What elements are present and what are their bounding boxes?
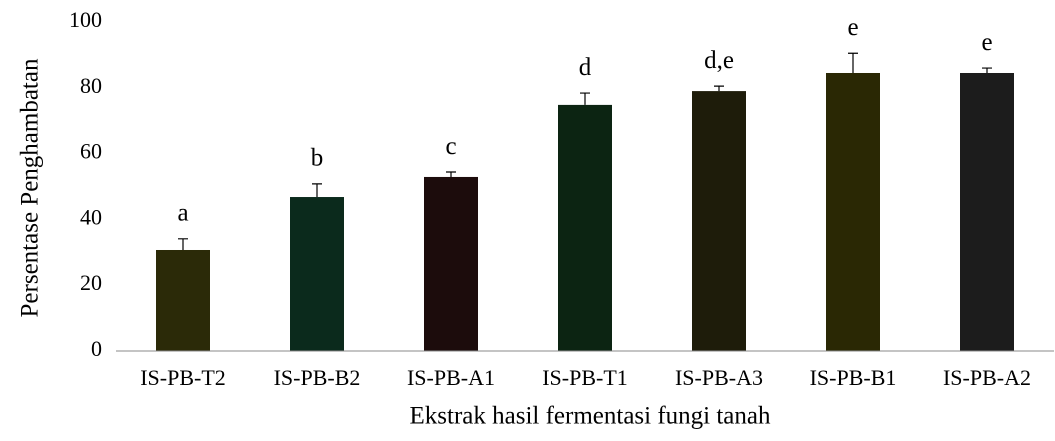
x-axis-label: Ekstrak hasil fermentasi fungi tanah xyxy=(410,403,771,430)
annotation: e xyxy=(847,14,858,41)
annotation: c xyxy=(445,133,456,160)
y-tick-label: 20 xyxy=(80,270,102,295)
x-tick-label: IS-PB-A1 xyxy=(407,365,495,390)
y-tick-label: 60 xyxy=(80,139,102,164)
error-bar xyxy=(446,172,456,177)
error-bar xyxy=(580,93,590,105)
bar xyxy=(424,177,478,351)
error-bar xyxy=(178,239,188,250)
bar xyxy=(692,91,746,351)
y-axis-label: Persentase Penghambatan xyxy=(17,58,44,317)
annotation: b xyxy=(311,145,324,172)
x-tick-label: IS-PB-A2 xyxy=(943,365,1031,390)
x-tick-label: IS-PB-B1 xyxy=(810,365,897,390)
bar xyxy=(826,73,880,351)
bar xyxy=(290,197,344,351)
error-bar xyxy=(848,53,858,73)
y-tick-label: 80 xyxy=(80,73,102,98)
x-tick-label: IS-PB-A3 xyxy=(675,365,763,390)
annotation: a xyxy=(177,200,188,227)
chart: Ekstrak hasil fermentasi fungi tanah Per… xyxy=(0,0,1055,441)
error-bar xyxy=(982,68,992,73)
bar xyxy=(156,250,210,351)
x-tick-label: IS-PB-B2 xyxy=(274,365,361,390)
bar xyxy=(558,105,612,351)
y-tick-label: 0 xyxy=(91,336,102,361)
bar xyxy=(960,73,1014,351)
y-tick-label: 100 xyxy=(69,7,102,32)
annotation: d,e xyxy=(704,47,734,74)
x-tick-label: IS-PB-T1 xyxy=(542,365,628,390)
annotation: d xyxy=(579,54,592,81)
error-bar xyxy=(312,184,322,197)
error-bar xyxy=(714,86,724,91)
x-tick-label: IS-PB-T2 xyxy=(140,365,226,390)
y-tick-label: 40 xyxy=(80,204,102,229)
annotation: e xyxy=(981,29,992,56)
